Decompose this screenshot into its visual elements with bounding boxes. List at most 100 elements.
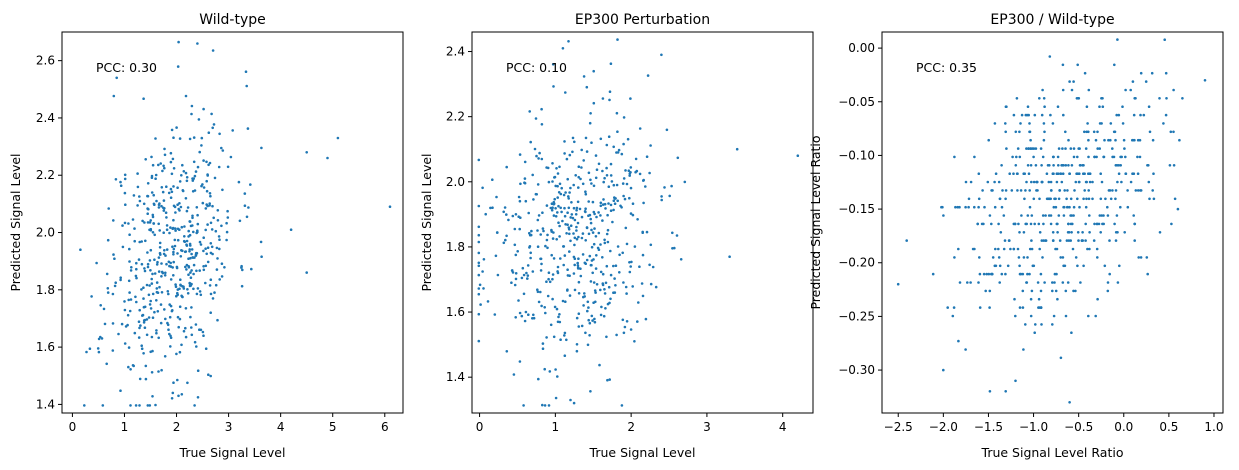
scatter-point [622,177,626,180]
scatter-point [142,202,146,206]
scatter-point [562,245,566,248]
scatter-point [170,397,174,400]
scatter-point [486,300,490,303]
scatter-point [225,230,229,234]
scatter-point [172,253,175,256]
scatter-point [1015,97,1019,100]
scatter-point [127,222,130,225]
scatter-point [605,335,608,339]
scatter-point [206,173,209,176]
scatter-point [518,360,522,363]
scatter-point [214,283,218,287]
scatter-point [1136,172,1140,175]
scatter-point [585,150,589,153]
scatter-point [615,111,619,115]
scatter-point [563,214,567,218]
scatter-point [977,205,980,209]
scatter-point [210,112,213,116]
scatter-point [191,216,194,220]
scatter-point [1145,256,1149,259]
scatter-point [528,231,531,235]
scatter-point [187,266,191,269]
scatter-point [592,258,595,261]
scatter-point [165,228,169,231]
scatter-point [205,179,208,183]
scatter-point [987,138,990,142]
scatter-point [211,204,214,208]
scatter-point [174,285,178,289]
scatter-point [1152,172,1155,175]
scatter-point [1014,314,1017,318]
scatter-point [1043,130,1046,134]
scatter-point [226,209,229,213]
scatter-point [1030,180,1033,184]
scatter-point [169,151,173,155]
scatter-point [994,264,998,268]
scatter-point [150,155,153,159]
scatter-point [953,256,956,259]
scatter-point [522,292,526,296]
scatter-point [609,249,612,253]
scatter-point [567,206,571,210]
scatter-point [1132,214,1135,217]
y-tick-label: 1.6 [446,305,465,319]
scatter-point [138,308,141,312]
scatter-point [185,268,188,271]
scatter-point [550,230,553,233]
scatter-point [1124,172,1127,175]
scatter-point [1052,314,1056,318]
y-axis: 0.00−0.05−0.10−0.15−0.20−0.25−0.30 [838,41,882,377]
scatter-point [162,199,166,202]
scatter-point [599,243,602,246]
scatter-point [477,251,481,255]
y-tick-label: 2.0 [446,175,465,189]
scatter-point [507,218,510,222]
scatter-point [1077,180,1081,184]
scatter-point [621,182,625,185]
scatter-point [305,151,309,154]
scatter-point [1036,281,1040,284]
scatter-point [153,310,156,314]
scatter-point [180,225,184,229]
x-axis-label: True Signal Level [179,445,286,460]
scatter-point [143,326,147,330]
scatter-point [969,180,973,184]
scatter-point [577,325,581,328]
scatter-point [206,204,209,208]
scatter-point [1106,281,1110,284]
scatter-point [192,136,196,139]
scatter-point [502,210,506,214]
scatter-point [567,40,570,43]
scatter-point [1074,256,1078,259]
scatter-point [169,265,173,268]
scatter-point [582,304,585,307]
scatter-point [1120,155,1123,159]
scatter-point [524,310,528,314]
y-tick-label: 2.6 [36,54,55,68]
scatter-point [1054,205,1058,209]
y-tick-label: 1.4 [446,370,465,384]
scatter-point [1047,180,1051,184]
scatter-point [990,222,993,226]
scatter-point [542,229,545,233]
scatter-point [1085,197,1088,201]
scatter-point [1056,105,1060,108]
scatter-point [1077,147,1080,150]
scatter-point [207,163,210,167]
scatter-point [645,155,649,158]
scatter-point [579,267,582,271]
scatter-point [588,254,592,258]
scatter-point [510,269,514,272]
scatter-point [260,146,263,150]
x-axis-label: True Signal Level [589,445,696,460]
scatter-point [1092,239,1096,242]
scatter-point [991,272,994,276]
scatter-point [993,180,996,184]
scatter-point [201,330,205,334]
scatter-point [553,175,557,179]
scatter-point [1026,214,1030,217]
scatter-point [675,234,679,237]
scatter-point [1004,130,1007,134]
scatter-point [564,91,567,94]
scatter-point [156,260,159,264]
